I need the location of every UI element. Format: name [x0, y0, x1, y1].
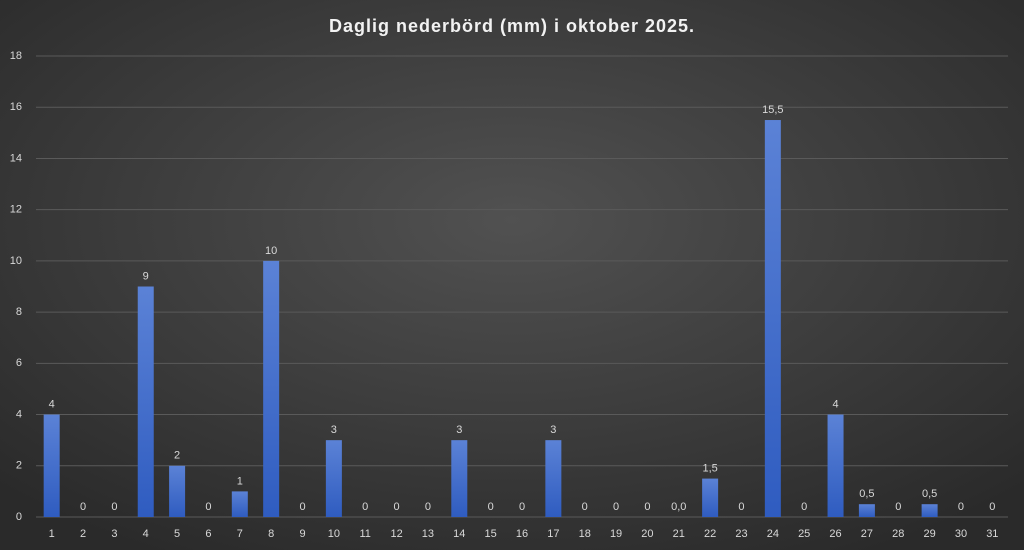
value-label: 0: [362, 501, 368, 513]
x-tick-label: 6: [205, 528, 211, 540]
value-label: 3: [456, 424, 462, 436]
value-label: 4: [49, 398, 55, 410]
x-tick-label: 25: [798, 528, 810, 540]
value-label: 3: [331, 424, 337, 436]
x-tick-label: 11: [360, 528, 371, 540]
value-label: 0: [488, 501, 494, 513]
x-tick-label: 24: [767, 528, 779, 540]
value-label: 0: [895, 501, 901, 513]
value-label: 0: [299, 501, 305, 513]
value-label: 0,0: [671, 501, 686, 513]
bar: [325, 440, 342, 517]
x-tick-label: 23: [735, 528, 747, 540]
value-label: 0: [111, 501, 117, 513]
x-tick-label: 16: [516, 528, 528, 540]
y-tick-label: 12: [10, 204, 22, 216]
value-label: 0: [958, 501, 964, 513]
x-tick-label: 20: [641, 528, 653, 540]
y-tick-label: 16: [10, 101, 22, 113]
bar: [827, 414, 844, 517]
value-label: 0: [425, 501, 431, 513]
value-label: 0: [394, 501, 400, 513]
y-tick-label: 0: [16, 511, 22, 523]
x-tick-label: 1: [49, 528, 55, 540]
value-label: 1,5: [702, 462, 717, 474]
x-tick-label: 19: [610, 528, 622, 540]
x-tick-label: 3: [111, 528, 117, 540]
x-tick-label: 9: [299, 528, 305, 540]
value-label: 0: [738, 501, 744, 513]
value-label: 15,5: [762, 104, 783, 116]
x-tick-label: 28: [892, 528, 904, 540]
x-tick-label: 8: [268, 528, 274, 540]
bar: [231, 491, 248, 517]
value-label: 0,5: [922, 488, 937, 500]
value-label: 0: [205, 501, 211, 513]
bar: [764, 120, 781, 518]
x-tick-label: 27: [861, 528, 873, 540]
y-tick-label: 6: [16, 357, 22, 369]
y-tick-label: 2: [16, 460, 22, 472]
x-tick-label: 10: [328, 528, 340, 540]
x-tick-label: 14: [453, 528, 465, 540]
y-tick-label: 14: [10, 152, 22, 164]
x-tick-label: 13: [422, 528, 434, 540]
x-tick-label: 31: [986, 528, 998, 540]
y-tick-label: 18: [10, 50, 22, 62]
bar: [43, 414, 60, 517]
bar: [169, 465, 186, 517]
x-tick-label: 2: [80, 528, 86, 540]
y-tick-label: 4: [16, 408, 22, 420]
value-label: 10: [265, 245, 277, 257]
value-label: 0: [801, 501, 807, 513]
bar: [921, 504, 938, 517]
x-tick-label: 17: [547, 528, 559, 540]
x-tick-label: 7: [237, 528, 243, 540]
value-label: 0: [613, 501, 619, 513]
x-tick-label: 4: [143, 528, 149, 540]
value-label: 2: [174, 450, 180, 462]
bar: [137, 286, 154, 517]
x-tick-label: 22: [704, 528, 716, 540]
value-label: 0,5: [859, 488, 874, 500]
value-label: 3: [550, 424, 556, 436]
x-tick-label: 15: [485, 528, 497, 540]
value-label: 0: [989, 501, 995, 513]
y-tick-label: 8: [16, 306, 22, 318]
y-tick-label: 10: [10, 255, 22, 267]
bar: [263, 260, 280, 517]
chart-title: Daglig nederbörd (mm) i oktober 2025.: [329, 16, 695, 36]
value-label: 4: [832, 398, 838, 410]
bar: [451, 440, 468, 517]
bar: [702, 478, 719, 517]
x-tick-label: 30: [955, 528, 967, 540]
bar: [545, 440, 562, 517]
x-tick-label: 12: [390, 528, 402, 540]
value-label: 0: [582, 501, 588, 513]
value-label: 0: [644, 501, 650, 513]
value-label: 0: [80, 501, 86, 513]
bar: [858, 504, 875, 517]
x-tick-label: 21: [673, 528, 685, 540]
value-label: 9: [143, 270, 149, 282]
value-label: 1: [237, 475, 243, 487]
x-tick-label: 29: [923, 528, 935, 540]
value-label: 0: [519, 501, 525, 513]
x-tick-label: 5: [174, 528, 180, 540]
x-tick-label: 18: [579, 528, 591, 540]
x-tick-label: 26: [829, 528, 841, 540]
